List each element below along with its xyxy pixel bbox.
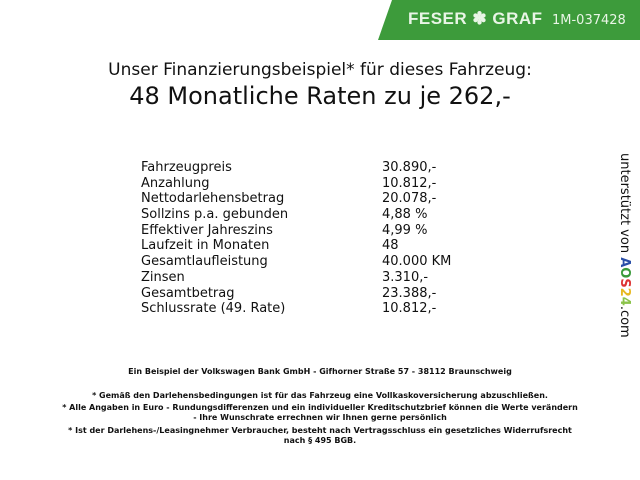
finance-table: Fahrzeugpreis 30.890,- Anzahlung 10.812,- Ne… — [141, 160, 461, 317]
row-value: 3.310,- — [382, 269, 429, 285]
table-row: Zinsen 3.310,- — [141, 270, 461, 286]
row-label: Effektiver Jahreszins — [141, 222, 273, 238]
vehicle-code: 1M-037428 — [552, 13, 626, 28]
row-value: 4,99 % — [382, 222, 428, 238]
footnote-1: * Gemäß den Darlehensbedingungen ist für… — [92, 391, 548, 400]
table-row: Gesamtlaufleistung 40.000 KM — [141, 254, 461, 270]
row-value: 20.078,- — [382, 191, 437, 207]
row-value: 10.812,- — [382, 175, 437, 191]
row-label: Anzahlung — [141, 175, 210, 191]
table-row: Schlussrate (49. Rate) 10.812,- — [141, 301, 461, 317]
table-row: Nettodarlehensbetrag 20.078,- — [141, 191, 461, 207]
row-label: Nettodarlehensbetrag — [141, 191, 285, 207]
row-label: Sollzins p.a. gebunden — [141, 207, 289, 223]
row-value: 4,88 % — [382, 207, 428, 223]
table-row: Effektiver Jahreszins 4,99 % — [141, 223, 461, 239]
row-value: 23.388,- — [382, 285, 437, 301]
row-label: Zinsen — [141, 269, 185, 285]
rate-headline: 48 Monatliche Raten zu je 262,- — [129, 82, 511, 110]
row-label: Gesamtbetrag — [141, 285, 235, 301]
aos24-logo: AOS24 — [617, 257, 632, 306]
bank-info: Ein Beispiel der Volkswagen Bank GmbH - … — [128, 367, 512, 376]
row-value: 10.812,- — [382, 301, 437, 317]
side-credit: unterstützt von AOS24.com — [617, 153, 632, 338]
footnote-2-cont: - Ihre Wunschrate errechnen wir Ihnen ge… — [193, 413, 447, 422]
row-value: 48 — [382, 238, 399, 254]
row-label: Schlussrate (49. Rate) — [141, 301, 286, 317]
footnote-3: * Ist der Darlehens-/Leasingnehmer Verbr… — [68, 426, 572, 435]
credit-text: unterstützt von — [617, 153, 632, 254]
table-row: Anzahlung 10.812,- — [141, 176, 461, 192]
table-row: Fahrzeugpreis 30.890,- — [141, 160, 461, 176]
table-row: Laufzeit in Monaten 48 — [141, 238, 461, 254]
brand-logo: FESER ✽ GRAF — [408, 9, 543, 28]
table-row: Sollzins p.a. gebunden 4,88 % — [141, 207, 461, 223]
footnote-2: * Alle Angaben in Euro - Rundungsdiffere… — [62, 403, 578, 412]
row-value: 40.000 KM — [382, 254, 452, 270]
row-value: 30.890,- — [382, 160, 437, 175]
footnote-3-cont: nach § 495 BGB. — [283, 436, 357, 445]
logo-suffix: .com — [617, 305, 632, 338]
header-banner — [378, 0, 640, 40]
row-label: Laufzeit in Monaten — [141, 238, 270, 254]
row-label: Gesamtlaufleistung — [141, 254, 268, 270]
page-title: Unser Finanzierungsbeispiel* für dieses … — [108, 60, 532, 80]
table-row: Gesamtbetrag 23.388,- — [141, 286, 461, 302]
row-label: Fahrzeugpreis — [141, 160, 232, 175]
